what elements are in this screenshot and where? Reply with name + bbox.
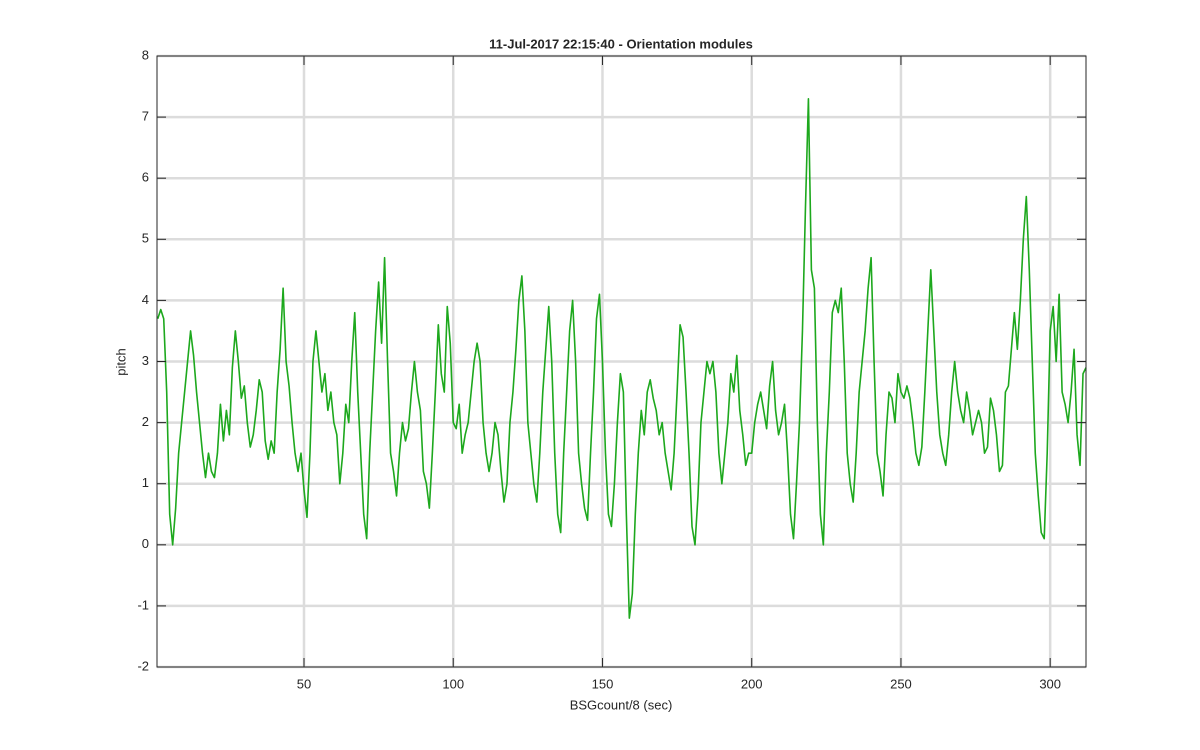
- ticks: -2 -1 0 1 2 3 4 5 6 7 8 50 100 150 200 250 300: [137, 47, 1086, 691]
- y-tick-label: 5: [142, 231, 149, 246]
- x-tick-label: 300: [1039, 676, 1061, 691]
- x-tick-label: 100: [442, 676, 464, 691]
- x-tick-label: 250: [890, 676, 912, 691]
- x-tick-label: 150: [592, 676, 614, 691]
- y-tick-label: 0: [142, 536, 149, 551]
- x-tick-label: 50: [297, 676, 311, 691]
- y-tick-label: -2: [137, 658, 149, 673]
- lines: [156, 97, 1087, 619]
- y-tick-label: 4: [142, 292, 149, 307]
- x-tick-label: 200: [741, 676, 763, 691]
- y-axis-label: pitch: [113, 348, 128, 375]
- data-line: [156, 97, 1087, 619]
- chart-title: 11-Jul-2017 22:15:40 - Orientation modul…: [489, 36, 753, 51]
- y-tick-label: 8: [142, 47, 149, 62]
- y-tick-label: 2: [142, 414, 149, 429]
- y-tick-label: 1: [142, 475, 149, 490]
- y-tick-label: 7: [142, 109, 149, 124]
- y-tick-label: 3: [142, 353, 149, 368]
- y-tick-label: 6: [142, 170, 149, 185]
- x-axis-label: BSGcount/8 (sec): [570, 697, 673, 712]
- y-tick-label: -1: [137, 597, 149, 612]
